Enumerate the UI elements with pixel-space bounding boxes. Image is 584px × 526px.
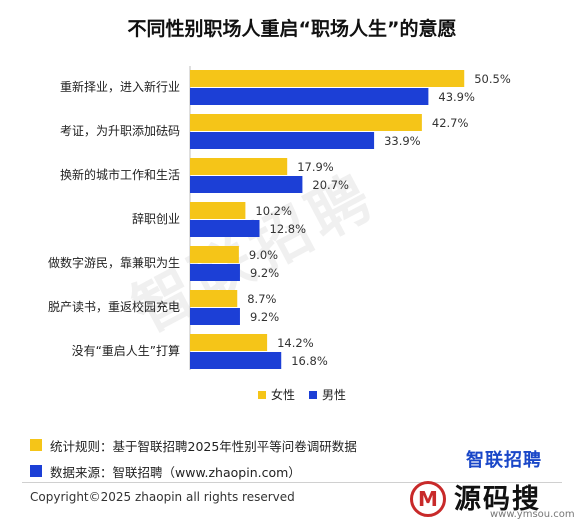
footnotes: 统计规则：基于智联招聘2025年性别平等问卷调研数据 数据来源：智联招聘（www…: [30, 432, 357, 484]
category-label: 换新的城市工作和生活: [60, 167, 180, 182]
legend-label-male: 男性: [322, 388, 347, 402]
data-label: 20.7%: [312, 178, 349, 192]
data-label: 8.7%: [247, 292, 276, 306]
bar-male: [190, 220, 260, 237]
note-text: 统计规则：基于智联招聘2025年性别平等问卷调研数据: [50, 438, 357, 454]
category-label: 做数字游民，靠兼职为生: [48, 255, 180, 270]
site-logo-url: www.ymsou.com: [490, 509, 575, 520]
bar-male: [190, 176, 303, 193]
category-label: 重新择业，进入新行业: [60, 79, 180, 94]
bar-female: [190, 290, 238, 307]
category-label: 考证，为升职添加砝码: [60, 123, 180, 138]
legend: 女性 男性: [258, 386, 346, 403]
data-label: 12.8%: [270, 222, 307, 236]
category-label: 没有“重启人生”打算: [72, 343, 180, 358]
bar-female: [190, 70, 465, 87]
note-square-yellow: [30, 439, 42, 451]
copyright-text: Copyright©2025 zhaopin all rights reserv…: [30, 490, 295, 504]
legend-swatch-female: [258, 390, 266, 399]
footer-divider: [22, 482, 562, 483]
data-label: 17.9%: [297, 160, 334, 174]
site-logo-icon: M: [410, 481, 446, 517]
data-label: 43.9%: [438, 90, 475, 104]
data-label: 10.2%: [255, 204, 292, 218]
note-data-source: 数据来源：智联招聘（www.zhaopin.com）: [30, 458, 357, 484]
chart-title: 不同性别职场人重启“职场人生”的意愿: [127, 18, 457, 40]
data-label: 9.2%: [250, 310, 279, 324]
bar-chart: 重新择业，进入新行业 50.5% 43.9% 考证，为升职添加砝码 42.7% 33.9%…: [48, 66, 511, 370]
data-label: 9.2%: [250, 266, 279, 280]
bar-male: [190, 308, 240, 325]
bar-female: [190, 202, 246, 219]
bar-female: [190, 158, 288, 175]
legend-item-male: 男性: [309, 386, 346, 403]
brand-logo: 智联招聘: [466, 450, 542, 471]
data-label: 50.5%: [474, 72, 511, 86]
note-stat-rule: 统计规则：基于智联招聘2025年性别平等问卷调研数据: [30, 432, 357, 458]
site-logo: M 源码搜 www.ymsou.com: [410, 477, 578, 521]
data-label: 9.0%: [249, 248, 278, 262]
bar-female: [190, 246, 239, 263]
legend-item-female: 女性: [258, 386, 295, 403]
data-label: 16.8%: [291, 354, 328, 368]
bar-female: [190, 114, 422, 131]
category-label: 脱产读书，重返校园充电: [48, 299, 180, 314]
bar-male: [190, 352, 282, 369]
data-label: 42.7%: [432, 116, 469, 130]
legend-swatch-male: [309, 390, 318, 399]
note-text: 数据来源：智联招聘（www.zhaopin.com）: [50, 464, 301, 480]
data-label: 33.9%: [384, 134, 421, 148]
bar-male: [190, 264, 240, 281]
bar-female: [190, 334, 268, 351]
legend-label-female: 女性: [271, 388, 296, 402]
site-logo-name: 源码搜: [454, 484, 541, 515]
bar-male: [190, 132, 375, 149]
bar-male: [190, 88, 429, 105]
data-label: 14.2%: [277, 336, 314, 350]
category-label: 辞职创业: [132, 211, 180, 226]
note-square-blue: [30, 465, 42, 477]
